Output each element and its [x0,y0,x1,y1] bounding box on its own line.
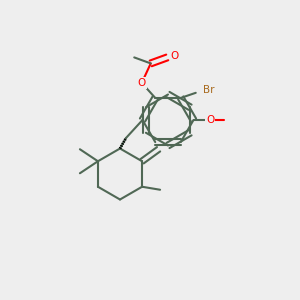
Text: O: O [206,115,214,125]
Text: Br: Br [203,85,215,95]
Text: O: O [171,51,179,61]
Text: O: O [138,78,146,88]
